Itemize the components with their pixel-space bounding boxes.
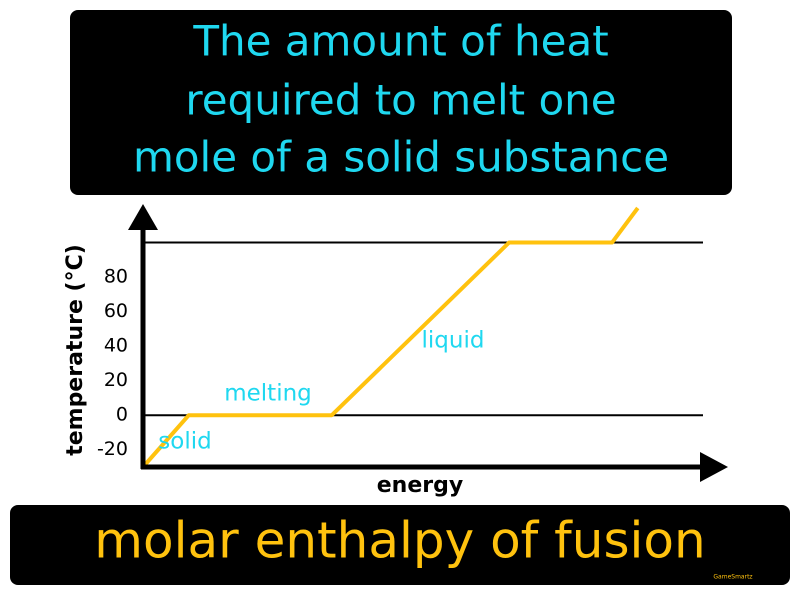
term: molar enthalpy of fusion [94,512,705,570]
y-tick-label: 40 [104,335,128,357]
data-line [141,206,640,469]
x-axis-label: energy [377,473,463,498]
y-tick-label: 20 [104,369,128,391]
annotation: liquid [422,328,485,354]
definition-line: The amount of heat [192,17,608,66]
credit: GameSmartz [713,574,752,581]
y-tick-label: -20 [97,438,128,460]
y-tick-label: 0 [116,404,128,426]
annotation: melting [224,381,312,407]
annotation: solid [158,429,211,455]
y-tick-label: 60 [104,300,128,322]
y-tick-label: 80 [104,266,128,288]
y-axis-arrow [128,204,158,230]
definition-box [70,10,732,195]
term-box [10,505,790,585]
definition-line: required to melt one [185,76,616,125]
x-axis-arrow [700,452,728,482]
plot: -20 0 20 40 60 80 energy temperature (°C) solidm… [63,204,728,498]
definition-line: mole of a solid substance [133,133,669,182]
y-axis-label: temperature (°C) [63,244,88,456]
